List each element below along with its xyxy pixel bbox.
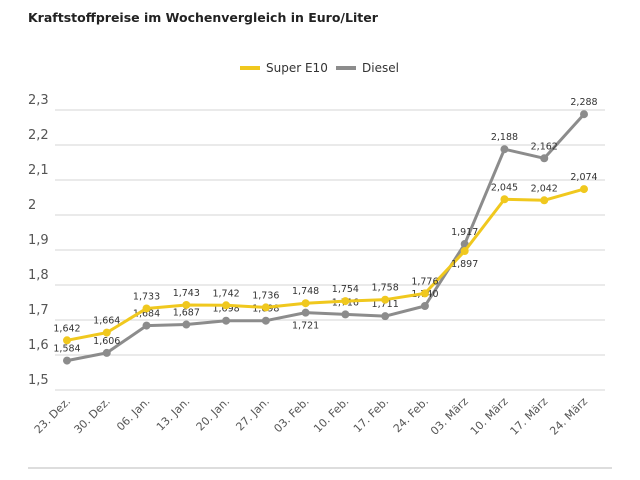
x-tick-label: 27. Jan. xyxy=(233,395,272,434)
data-point xyxy=(261,303,270,312)
data-point xyxy=(460,247,469,256)
y-tick-label: 2,1 xyxy=(28,163,49,178)
data-label: 2,074 xyxy=(570,172,597,183)
x-tick-label: 17. Feb. xyxy=(351,395,391,435)
data-point xyxy=(102,348,111,357)
data-label: 1,748 xyxy=(292,286,319,297)
data-label: 1,606 xyxy=(93,336,120,347)
x-tick-label: 06. Jan. xyxy=(114,395,153,434)
data-label: 1,897 xyxy=(451,259,478,270)
data-label: 1,917 xyxy=(451,227,478,238)
series-line-super-e10 xyxy=(66,187,585,342)
data-point xyxy=(142,304,151,313)
data-label: 1,711 xyxy=(372,299,399,310)
x-tick-label: 13. Jan. xyxy=(154,395,193,434)
y-tick-label: 1,9 xyxy=(28,233,49,248)
data-label: 2,162 xyxy=(531,141,558,152)
data-point xyxy=(63,356,71,365)
data-point xyxy=(540,196,549,205)
x-tick-label: 23. Dez. xyxy=(32,395,73,436)
data-label: 1,733 xyxy=(133,291,160,302)
data-label: 2,045 xyxy=(491,182,518,193)
x-tick-label: 10. März xyxy=(468,395,511,438)
data-label: 1,758 xyxy=(372,283,399,294)
data-label: 1,754 xyxy=(332,284,359,295)
y-tick-label: 1,5 xyxy=(28,373,49,388)
data-point xyxy=(540,154,549,163)
legend-label: Diesel xyxy=(362,61,399,75)
data-point xyxy=(301,299,310,308)
data-point xyxy=(500,145,509,154)
x-tick-label: 24. März xyxy=(547,395,590,438)
data-point xyxy=(142,321,151,330)
series-line-diesel xyxy=(66,113,586,363)
data-point xyxy=(182,300,191,309)
x-tick-label: 17. März xyxy=(508,395,551,438)
data-point xyxy=(580,110,588,119)
data-label: 1,687 xyxy=(173,308,200,319)
data-label: 1,736 xyxy=(252,290,279,301)
y-tick-label: 1,7 xyxy=(28,303,49,318)
data-label: 2,042 xyxy=(531,183,558,194)
data-label: 2,288 xyxy=(570,97,597,108)
y-tick-label: 2,3 xyxy=(28,93,49,108)
y-tick-label: 1,6 xyxy=(28,338,49,353)
data-label: 1,742 xyxy=(212,288,239,299)
data-point xyxy=(63,336,71,345)
data-label: 1,776 xyxy=(411,276,438,287)
data-point xyxy=(420,289,429,298)
data-point xyxy=(341,297,350,306)
y-tick-label: 2,2 xyxy=(28,128,49,143)
y-tick-label: 1,8 xyxy=(28,268,49,283)
data-label: 1,664 xyxy=(93,316,120,327)
x-tick-label: 30. Dez. xyxy=(72,395,113,436)
data-label: 1,642 xyxy=(53,323,80,334)
data-point xyxy=(102,328,111,337)
chart-title: Kraftstoffpreise im Wochenvergleich in E… xyxy=(28,10,378,25)
data-label: 1,584 xyxy=(53,344,80,355)
x-tick-label: 10. Feb. xyxy=(311,395,351,435)
x-tick-label: 03. Feb. xyxy=(271,395,311,435)
x-tick-label: 03. März xyxy=(428,395,471,438)
data-point xyxy=(341,310,350,319)
y-tick-label: 2 xyxy=(28,198,36,213)
data-label: 1,743 xyxy=(173,288,200,299)
data-point xyxy=(420,302,429,310)
data-point xyxy=(381,312,390,321)
data-point xyxy=(222,316,231,325)
data-label: 1,684 xyxy=(133,309,160,320)
data-label: 2,188 xyxy=(491,132,518,143)
data-point xyxy=(580,185,588,194)
data-point xyxy=(261,316,270,325)
data-point xyxy=(301,308,310,317)
data-point xyxy=(500,195,509,204)
data-point xyxy=(381,295,390,304)
x-tick-label: 24. Feb. xyxy=(391,395,431,435)
data-point xyxy=(222,301,231,310)
data-point xyxy=(182,320,191,329)
legend-label: Super E10 xyxy=(266,61,328,75)
data-label: 1,721 xyxy=(292,321,319,332)
x-tick-label: 20. Jan. xyxy=(194,395,233,434)
